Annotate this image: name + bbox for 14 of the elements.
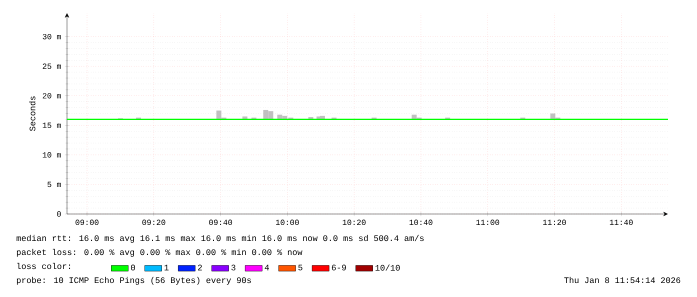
y-axis-title: Seconds [29,96,36,131]
legend-label: 6-9 [332,264,346,270]
legend-label: 5 [298,264,302,270]
text: Thu Jan 8 11:54:14 2026 [564,276,680,284]
text: probe: 10 ICMP Echo Pings (56 Bytes) every 90s [16,276,251,285]
text: packet loss: 0.00 % avg 0.00 % max 0.00 % min 0.00 % now [16,248,302,257]
legend-label: 1 [164,264,169,270]
legend-title: loss color: [17,262,70,270]
legend-label: 3 [231,264,236,270]
legend-label: 0 [130,264,136,270]
legend-label: 10/10 [376,264,400,271]
text: median rtt: 16.0 ms avg 16.1 ms max 16.0 ms min 16.0 ms now 0.0 ms sd 500.4 am/s [16,234,424,243]
legend-label: 4 [264,264,269,270]
legend-label: 2 [198,264,202,270]
